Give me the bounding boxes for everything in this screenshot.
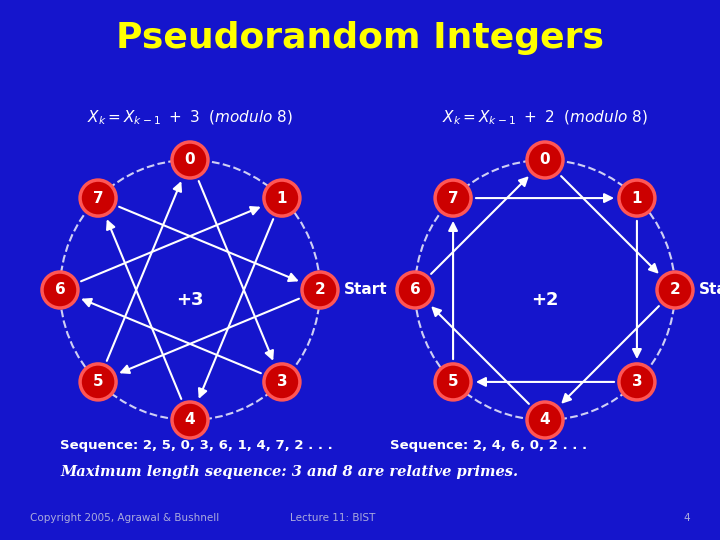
- Circle shape: [172, 142, 208, 178]
- Circle shape: [80, 180, 116, 216]
- Text: 0: 0: [185, 152, 195, 167]
- Text: Maximum length sequence: 3 and 8 are relative primes.: Maximum length sequence: 3 and 8 are rel…: [60, 465, 518, 479]
- Circle shape: [80, 364, 116, 400]
- Text: $X_k = X_{k-1}\ +\ 2\ \ (modulo\ 8)$: $X_k = X_{k-1}\ +\ 2\ \ (modulo\ 8)$: [442, 109, 648, 127]
- Text: 4: 4: [185, 413, 195, 428]
- Circle shape: [435, 364, 471, 400]
- Text: 2: 2: [315, 282, 325, 298]
- Circle shape: [657, 272, 693, 308]
- Circle shape: [302, 272, 338, 308]
- Circle shape: [527, 142, 563, 178]
- Text: 5: 5: [448, 374, 459, 389]
- Text: 1: 1: [276, 191, 287, 206]
- Text: 4: 4: [683, 513, 690, 523]
- Text: 5: 5: [93, 374, 104, 389]
- Text: 3: 3: [631, 374, 642, 389]
- Text: 7: 7: [448, 191, 459, 206]
- Text: +3: +3: [176, 291, 204, 309]
- Text: Sequence: 2, 5, 0, 3, 6, 1, 4, 7, 2 . . .: Sequence: 2, 5, 0, 3, 6, 1, 4, 7, 2 . . …: [60, 438, 333, 451]
- Text: Lecture 11: BIST: Lecture 11: BIST: [290, 513, 375, 523]
- Text: Sequence: 2, 4, 6, 0, 2 . . .: Sequence: 2, 4, 6, 0, 2 . . .: [390, 438, 587, 451]
- Text: Pseudorandom Integers: Pseudorandom Integers: [116, 21, 604, 55]
- Circle shape: [172, 402, 208, 438]
- Text: +2: +2: [531, 291, 559, 309]
- Circle shape: [264, 364, 300, 400]
- Text: 6: 6: [410, 282, 420, 298]
- Circle shape: [619, 364, 655, 400]
- Circle shape: [527, 402, 563, 438]
- Text: Copyright 2005, Agrawal & Bushnell: Copyright 2005, Agrawal & Bushnell: [30, 513, 220, 523]
- Text: 6: 6: [55, 282, 66, 298]
- Text: 4: 4: [540, 413, 550, 428]
- Circle shape: [619, 180, 655, 216]
- Text: 0: 0: [540, 152, 550, 167]
- Text: 2: 2: [670, 282, 680, 298]
- Circle shape: [42, 272, 78, 308]
- Circle shape: [397, 272, 433, 308]
- Text: 3: 3: [276, 374, 287, 389]
- Text: Start: Start: [344, 282, 387, 298]
- Circle shape: [264, 180, 300, 216]
- Text: $X_k = X_{k-1}\ +\ 3\ \ (modulo\ 8)$: $X_k = X_{k-1}\ +\ 3\ \ (modulo\ 8)$: [87, 109, 293, 127]
- Text: Start: Start: [699, 282, 720, 298]
- Circle shape: [435, 180, 471, 216]
- Text: 1: 1: [631, 191, 642, 206]
- Text: 7: 7: [93, 191, 104, 206]
